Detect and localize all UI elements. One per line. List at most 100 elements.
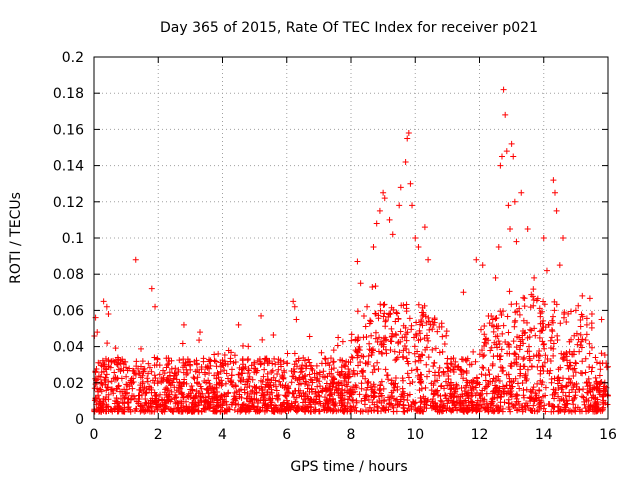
data-point xyxy=(551,375,558,382)
data-point xyxy=(494,344,501,351)
data-point xyxy=(472,392,479,399)
data-point xyxy=(450,398,457,405)
data-point xyxy=(140,368,147,375)
data-point xyxy=(302,399,309,406)
data-point xyxy=(331,401,338,408)
data-point xyxy=(534,408,541,415)
data-point-peak xyxy=(402,158,409,165)
data-point xyxy=(425,354,432,361)
data-point xyxy=(593,404,600,411)
data-point xyxy=(273,403,280,410)
data-point xyxy=(534,363,541,370)
data-point xyxy=(554,337,561,344)
data-point xyxy=(577,342,584,349)
data-point xyxy=(257,361,264,368)
data-point xyxy=(294,363,301,370)
data-point xyxy=(171,370,178,377)
data-point xyxy=(413,319,420,326)
data-point xyxy=(238,366,245,373)
data-point xyxy=(520,340,527,347)
data-point xyxy=(526,395,533,402)
data-point xyxy=(539,327,546,334)
data-point xyxy=(539,320,546,327)
data-point xyxy=(200,355,207,362)
data-point xyxy=(330,379,337,386)
data-point xyxy=(549,328,556,335)
data-point xyxy=(441,341,448,348)
data-point xyxy=(138,345,145,352)
data-point xyxy=(436,349,443,356)
data-point xyxy=(423,361,430,368)
data-point xyxy=(446,405,453,412)
data-point xyxy=(567,407,574,414)
data-point xyxy=(470,348,477,355)
data-point xyxy=(188,383,195,390)
data-point xyxy=(254,399,261,406)
data-point xyxy=(263,404,270,411)
data-point xyxy=(400,302,407,309)
data-point xyxy=(362,407,369,414)
data-point xyxy=(245,405,252,412)
data-point xyxy=(248,362,255,369)
data-point xyxy=(400,347,407,354)
data-point xyxy=(394,354,401,361)
data-point xyxy=(493,314,500,321)
data-point xyxy=(479,401,486,408)
data-point xyxy=(123,373,130,380)
data-point xyxy=(254,357,261,364)
data-point xyxy=(292,398,299,405)
data-point xyxy=(219,396,226,403)
data-point-peak xyxy=(551,189,558,196)
data-point xyxy=(450,355,457,362)
data-point xyxy=(560,375,567,382)
data-point xyxy=(122,358,129,365)
data-point xyxy=(400,377,407,384)
data-point xyxy=(566,389,573,396)
data-point xyxy=(601,352,608,359)
data-point xyxy=(215,371,222,378)
data-point xyxy=(211,372,218,379)
data-point xyxy=(484,406,491,413)
data-point xyxy=(362,360,369,367)
data-point xyxy=(368,347,375,354)
data-point-peak xyxy=(531,274,538,281)
data-point xyxy=(511,351,518,358)
data-point xyxy=(266,358,273,365)
data-point xyxy=(579,313,586,320)
data-point xyxy=(200,394,207,401)
data-point xyxy=(382,323,389,330)
data-point xyxy=(338,397,345,404)
data-point xyxy=(596,372,603,379)
data-point xyxy=(206,370,213,377)
data-point-peak xyxy=(132,256,139,263)
data-point xyxy=(293,358,300,365)
data-point xyxy=(291,394,298,401)
data-point-peak xyxy=(492,274,499,281)
data-point xyxy=(288,400,295,407)
data-point xyxy=(353,399,360,406)
data-point xyxy=(314,375,321,382)
data-point xyxy=(371,383,378,390)
data-point xyxy=(413,366,420,373)
data-point xyxy=(354,337,361,344)
data-point xyxy=(151,372,158,379)
data-point xyxy=(354,308,361,315)
data-point xyxy=(246,382,253,389)
data-point xyxy=(205,389,212,396)
data-point xyxy=(560,396,567,403)
data-point xyxy=(422,346,429,353)
data-point xyxy=(224,390,231,397)
data-point xyxy=(284,404,291,411)
x-tick-label: 4 xyxy=(218,427,227,443)
data-point xyxy=(300,376,307,383)
data-point xyxy=(385,406,392,413)
data-point xyxy=(473,407,480,414)
data-point xyxy=(533,352,540,359)
data-point xyxy=(382,366,389,373)
data-point xyxy=(259,378,266,385)
data-point xyxy=(298,393,305,400)
data-point xyxy=(524,319,531,326)
data-point xyxy=(296,390,303,397)
data-point xyxy=(151,362,158,369)
data-point xyxy=(399,394,406,401)
